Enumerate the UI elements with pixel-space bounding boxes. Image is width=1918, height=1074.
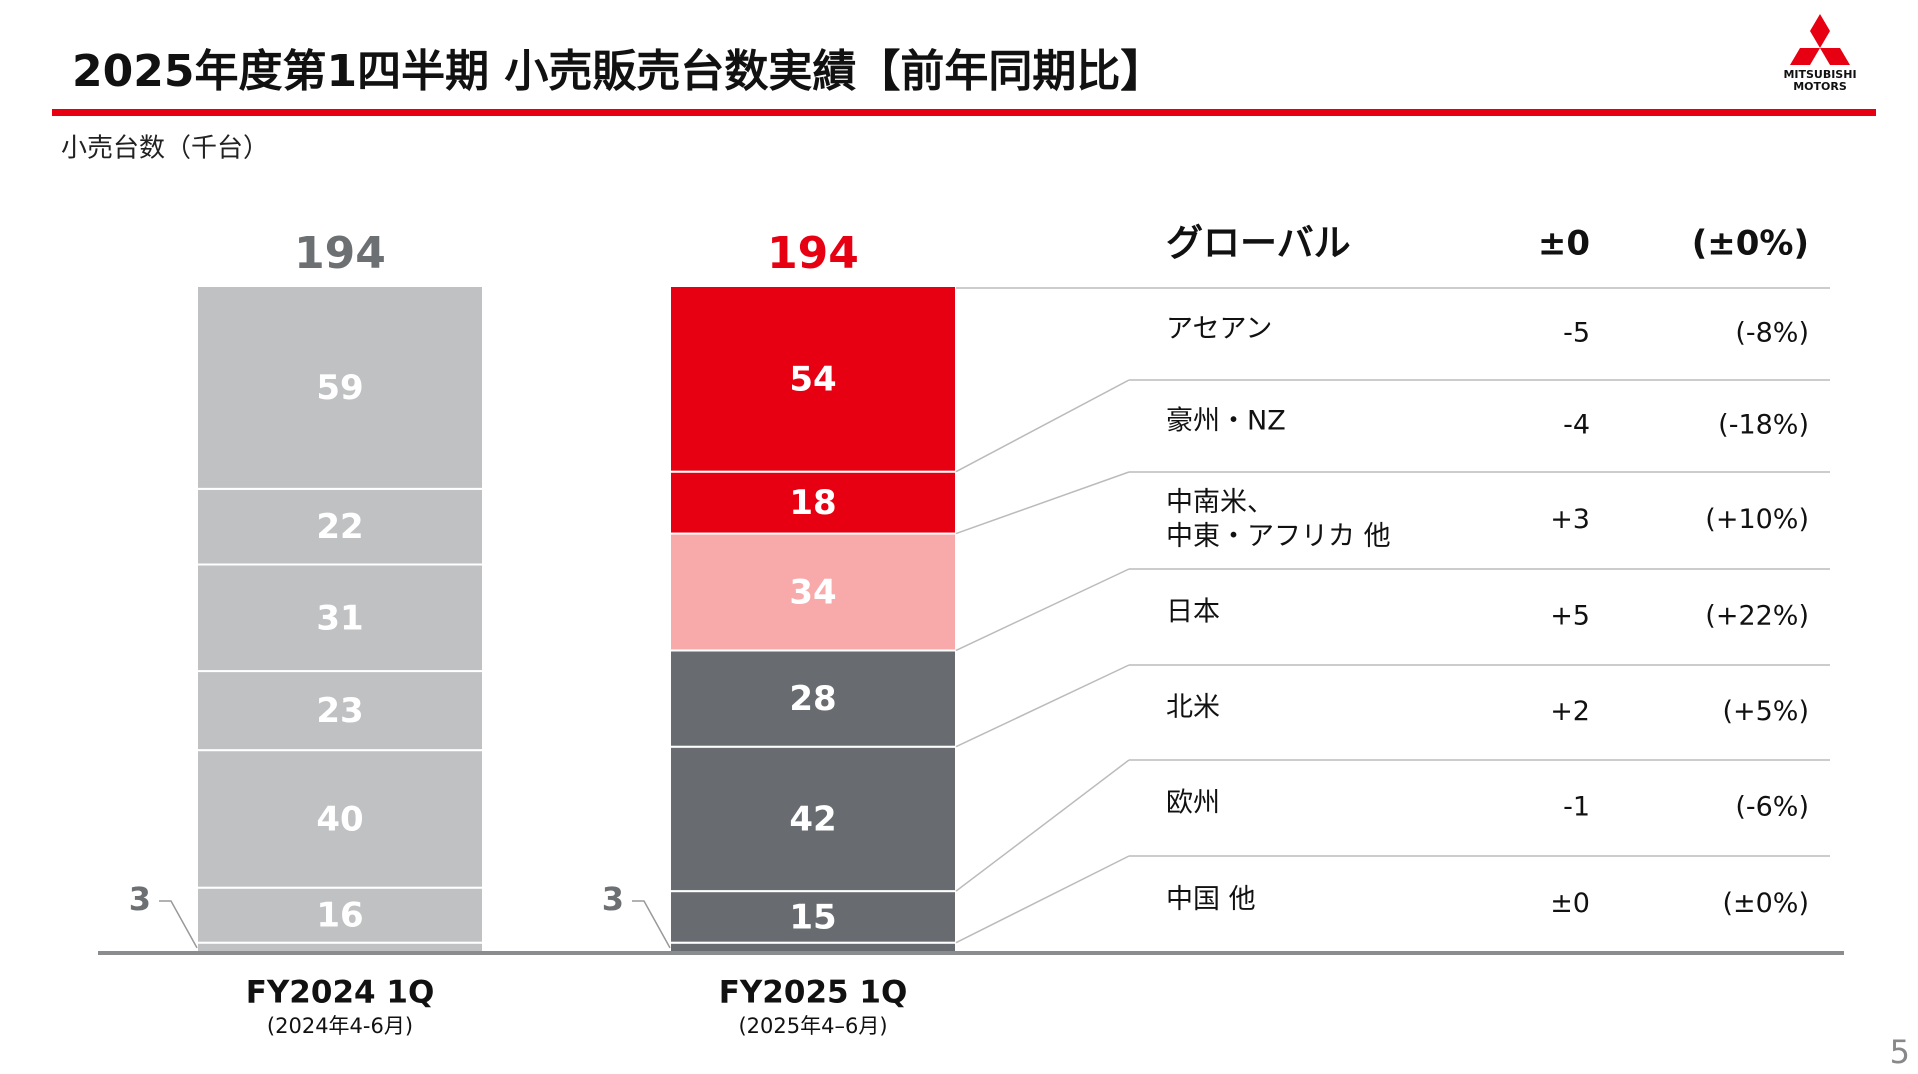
connector	[955, 855, 1130, 944]
row-change: +3	[1550, 504, 1590, 535]
bar-segment	[669, 890, 957, 944]
segment-label: 34	[789, 572, 836, 612]
segment-label: 18	[789, 483, 836, 523]
x-tick-label: FY2025 1Q	[719, 975, 908, 1011]
total-label: 194	[294, 228, 386, 279]
table-header: (±0%)	[1692, 224, 1809, 264]
segment-label: 54	[789, 359, 836, 399]
table-header: ±0	[1538, 224, 1590, 264]
row-change-pct: (-8%)	[1735, 318, 1809, 349]
title: 2025年度第1四半期 小売販売台数実績【前年同期比】	[72, 46, 1164, 97]
total-label: 194	[767, 228, 859, 279]
row-change-pct: (+5%)	[1722, 696, 1809, 727]
row-name: 日本	[1166, 597, 1220, 628]
segment-label: 15	[789, 897, 836, 937]
segment-label: 3	[129, 880, 151, 918]
leader-line	[632, 900, 671, 949]
logo	[1790, 14, 1850, 65]
segment-label: 22	[316, 507, 363, 547]
row-name: 欧州	[1166, 788, 1220, 819]
x-tick-note: (2025年4–6月)	[738, 1014, 887, 1038]
row-change-pct: (+10%)	[1705, 504, 1809, 535]
bar-segment	[196, 285, 484, 490]
row-name: アセアン	[1166, 314, 1272, 345]
segment-label: 42	[789, 799, 836, 839]
row-name: 北米	[1166, 692, 1220, 723]
row-change-pct: (-18%)	[1718, 410, 1809, 441]
row-change: +2	[1550, 696, 1590, 727]
bar-segment	[669, 649, 957, 748]
row-change: ±0	[1550, 888, 1590, 919]
connector	[955, 568, 1130, 652]
row-change-pct: (±0%)	[1722, 888, 1809, 919]
logo-text: MOTORS	[1793, 80, 1847, 93]
title-rule	[52, 109, 1876, 116]
connector	[955, 759, 1130, 892]
segment-label: 40	[316, 799, 363, 839]
unit-label: 小売台数（千台）	[61, 134, 269, 164]
segment-label: 59	[316, 368, 363, 408]
row-change: -5	[1563, 318, 1590, 349]
connector	[955, 664, 1130, 748]
bar-segment	[196, 886, 484, 944]
segment-label: 28	[789, 679, 836, 719]
bar-segment	[669, 745, 957, 893]
x-tick-note: (2024年4-6月)	[267, 1014, 413, 1038]
bar-segment	[669, 285, 957, 473]
page-number: 5	[1890, 1033, 1910, 1071]
bar-segment	[669, 532, 957, 652]
segment-label: 16	[316, 896, 363, 936]
row-change-pct: (-6%)	[1735, 792, 1809, 823]
table-header: グローバル	[1166, 222, 1351, 265]
logo-text: MITSUBISHI	[1783, 68, 1856, 81]
row-name: 中東・アフリカ 他	[1166, 521, 1391, 552]
segment-label: 23	[316, 691, 363, 731]
connector	[955, 379, 1130, 473]
leader-line	[159, 900, 198, 949]
segment-label: 3	[602, 880, 624, 918]
row-name: 豪州・NZ	[1166, 406, 1286, 437]
row-change: +5	[1550, 601, 1590, 632]
bar-segment	[196, 749, 484, 889]
row-change: -1	[1563, 792, 1590, 823]
row-name: 中南米、	[1166, 487, 1274, 518]
x-tick-label: FY2024 1Q	[246, 975, 435, 1011]
row-change: -4	[1563, 410, 1590, 441]
connector	[955, 471, 1130, 535]
row-change-pct: (+22%)	[1705, 601, 1809, 632]
segment-label: 31	[316, 598, 363, 638]
row-name: 中国 他	[1166, 884, 1256, 915]
bar-segment	[196, 670, 484, 752]
